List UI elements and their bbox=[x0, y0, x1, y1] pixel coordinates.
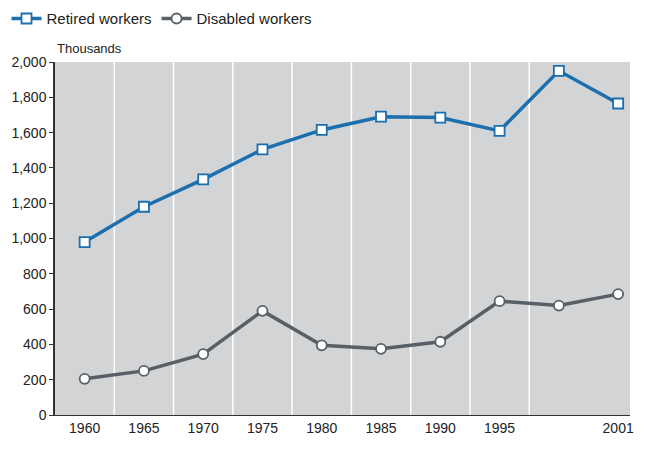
svg-text:800: 800 bbox=[23, 266, 47, 282]
svg-text:1985: 1985 bbox=[365, 420, 396, 436]
svg-text:1,200: 1,200 bbox=[11, 195, 46, 211]
svg-text:2,000: 2,000 bbox=[11, 54, 46, 70]
svg-text:600: 600 bbox=[23, 301, 47, 317]
svg-text:1,800: 1,800 bbox=[11, 89, 46, 105]
svg-text:1970: 1970 bbox=[188, 420, 219, 436]
svg-text:2001: 2001 bbox=[603, 420, 634, 436]
svg-text:1980: 1980 bbox=[306, 420, 337, 436]
svg-text:0: 0 bbox=[39, 407, 47, 423]
svg-text:200: 200 bbox=[23, 372, 47, 388]
svg-text:400: 400 bbox=[23, 336, 47, 352]
svg-text:1960: 1960 bbox=[69, 420, 100, 436]
svg-text:1995: 1995 bbox=[484, 420, 515, 436]
svg-text:1990: 1990 bbox=[425, 420, 456, 436]
svg-text:Retired workers: Retired workers bbox=[47, 10, 152, 27]
svg-text:Thousands: Thousands bbox=[57, 41, 122, 56]
svg-text:1,000: 1,000 bbox=[11, 230, 46, 246]
svg-text:1975: 1975 bbox=[247, 420, 278, 436]
svg-text:1,600: 1,600 bbox=[11, 125, 46, 141]
svg-text:1965: 1965 bbox=[128, 420, 159, 436]
svg-text:1,400: 1,400 bbox=[11, 160, 46, 176]
svg-text:Disabled workers: Disabled workers bbox=[197, 10, 312, 27]
